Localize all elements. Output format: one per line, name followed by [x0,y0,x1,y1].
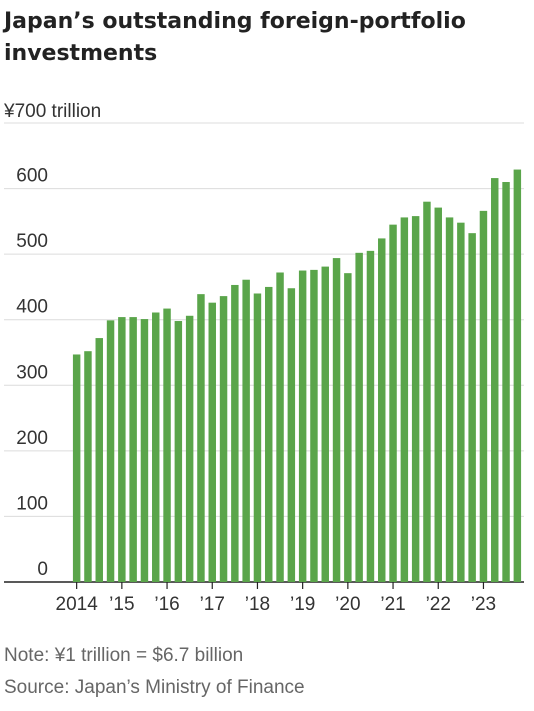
bar-chart: ¥700 trillion 0 100 200 300 400 500 600 2014 ’15 ’… [3,101,524,615]
bar [265,286,273,582]
bar [208,302,216,582]
y-unit-label: ¥700 trillion [3,101,101,122]
bar [197,294,205,582]
bars [72,169,522,583]
y-tick-label: 0 [37,559,48,580]
x-tick-label: ’19 [290,594,315,615]
bar [491,178,499,582]
bar [106,320,115,582]
bar [231,284,239,582]
bar [502,182,510,582]
bar [434,207,442,582]
bar [152,312,160,582]
bar [366,250,375,583]
bar [344,273,352,582]
bar [219,296,228,582]
footnote: Note: ¥1 trillion = $6.7 billion [4,645,244,666]
bar [400,217,409,583]
y-tick-label: 600 [16,166,48,187]
bar [298,270,307,582]
y-tick-label: 100 [16,493,48,514]
bar [72,354,81,582]
bar [378,238,386,582]
x-tick-label: ’20 [335,594,360,615]
bar [479,210,488,582]
x-tick-label: ’18 [245,594,270,615]
bar [457,222,465,583]
bar [174,321,183,582]
y-tick-label: 500 [16,231,48,252]
bar [163,308,171,582]
bar [253,293,262,582]
bar [118,317,126,582]
bar [389,224,397,582]
bar [140,319,149,582]
x-tick-label: ’16 [154,594,179,615]
x-tick-label: ’23 [471,594,496,615]
bar [411,216,420,583]
bar [445,217,454,583]
bar [276,272,284,582]
x-tick-label: ’15 [109,594,134,615]
x-tick-label: 2014 [56,594,99,615]
bar [423,201,431,582]
bar [355,252,363,582]
x-tick-label: ’21 [380,594,405,615]
x-tick-label: ’17 [200,594,225,615]
bar [129,317,137,582]
y-tick-label: 400 [16,297,48,318]
bar [287,288,296,582]
bar [468,233,476,582]
chart-title: Japan’s outstanding foreign-portfolio in… [4,9,466,66]
bar [95,338,103,582]
bar [513,169,522,582]
axis-labels: ¥700 trillion 0 100 200 300 400 500 600 2014 ’15 ’… [3,101,496,615]
y-tick-label: 300 [16,362,48,383]
y-tick-label: 200 [16,428,48,449]
bar [84,351,92,582]
bar [242,279,250,582]
bar [332,258,341,582]
bar [321,266,329,582]
x-tick-label: ’22 [426,594,451,615]
bar [310,269,318,582]
bar [185,315,194,582]
source-note: Source: Japan’s Ministry of Finance [4,677,305,698]
